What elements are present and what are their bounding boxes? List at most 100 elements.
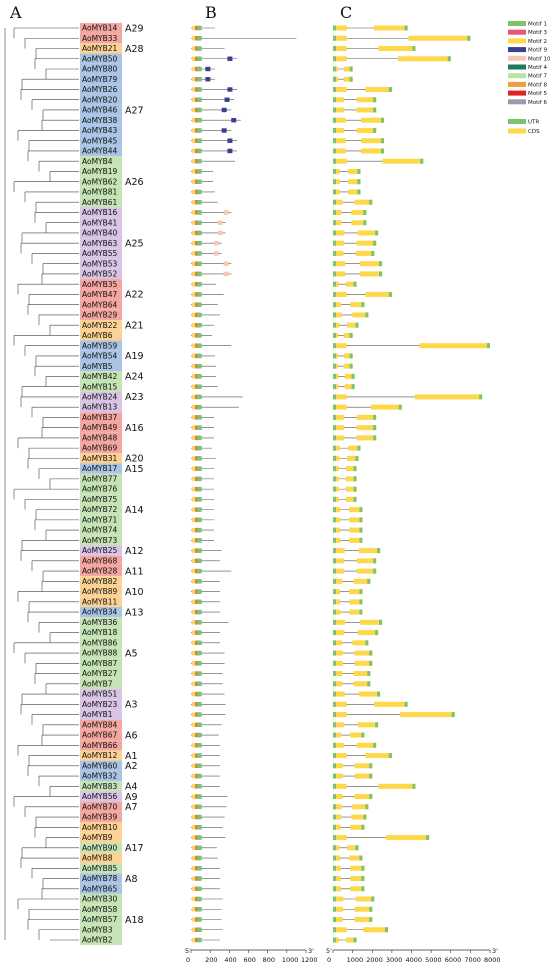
legend-swatch <box>508 29 526 35</box>
motif-box <box>196 927 202 932</box>
cds-box <box>349 589 363 595</box>
cds-box <box>349 609 363 615</box>
utr-box <box>357 445 361 451</box>
utr-box <box>333 261 336 267</box>
gene-label-bg <box>80 668 122 679</box>
utr-box <box>333 783 336 789</box>
cds-box <box>350 824 365 830</box>
utr-box <box>426 835 430 841</box>
utr-box <box>333 414 336 420</box>
motif-box <box>192 732 198 738</box>
motif-box <box>192 302 198 307</box>
cds-box <box>351 814 367 820</box>
motif-box <box>196 876 202 881</box>
gene-label-bg <box>80 535 122 546</box>
motif-box <box>192 210 198 215</box>
utr-box <box>361 824 365 830</box>
cds-box <box>361 148 385 154</box>
axis-c-end: 3' <box>492 947 498 955</box>
motif-box <box>192 404 198 410</box>
cds-box <box>333 630 345 636</box>
utr-box <box>333 527 336 533</box>
gene-label: AoMYB88 <box>82 649 118 658</box>
motif-box <box>192 609 198 615</box>
motif-box <box>196 281 202 287</box>
cds-box <box>333 722 345 728</box>
motif-box <box>196 353 202 359</box>
utr-box <box>333 650 336 656</box>
cds-box <box>345 486 357 492</box>
gene-label: AoMYB19 <box>82 167 118 176</box>
cds-box <box>333 845 340 851</box>
motif-box <box>196 538 202 543</box>
gene-label: AoMYB17 <box>82 464 118 473</box>
utr-box <box>379 261 383 267</box>
gene-label: AoMYB51 <box>82 690 118 699</box>
utr-box <box>367 671 371 677</box>
utr-box <box>359 507 363 513</box>
motif-box <box>196 681 202 687</box>
gene-label-bg <box>80 606 122 618</box>
cds-box <box>356 127 377 133</box>
motif-box <box>196 425 202 430</box>
utr-box <box>333 537 336 543</box>
gene-label: AoMYB30 <box>82 895 118 904</box>
motif-box <box>192 917 198 922</box>
motif-box <box>196 497 202 502</box>
motif-box <box>196 609 202 615</box>
motif-box <box>192 907 198 912</box>
motif-box <box>196 435 202 441</box>
gene-label: AoMYB44 <box>82 147 118 156</box>
motif-box <box>196 743 202 748</box>
gene-label-bg <box>80 719 122 730</box>
motif-box <box>192 681 198 687</box>
motif-box <box>221 128 227 133</box>
legend-label: Motif 7 <box>528 74 547 80</box>
utr-box <box>467 35 471 41</box>
utr-box <box>333 845 336 851</box>
motif-box <box>196 507 202 512</box>
cds-box <box>333 671 343 677</box>
gene-label: AoMYB53 <box>82 259 118 268</box>
utr-box <box>333 271 336 277</box>
gene-label: AoMYB22 <box>82 321 118 330</box>
motif-box <box>196 886 202 891</box>
motif-box <box>192 476 198 482</box>
legend-swatch <box>508 73 526 79</box>
cds-box <box>333 896 344 902</box>
axis-tick-label: 600 <box>244 956 256 964</box>
utr-box <box>365 312 369 318</box>
utr-box <box>333 363 336 369</box>
motif-box <box>192 220 198 225</box>
motif-box <box>196 271 202 277</box>
motif-box <box>192 497 198 502</box>
cds-box <box>333 209 342 215</box>
subgroup-label: A5 <box>125 648 138 659</box>
cds-box <box>345 281 357 287</box>
motif-box <box>196 251 202 256</box>
utr-box <box>333 281 336 287</box>
utr-box <box>333 906 336 912</box>
motif-box <box>196 220 202 225</box>
motif-box <box>196 107 202 113</box>
gene-label: AoMYB8 <box>82 854 113 863</box>
legend-swatch <box>508 47 526 53</box>
cds-box <box>333 35 347 41</box>
cds-box <box>333 97 344 103</box>
motif-box <box>196 415 202 420</box>
cds-box <box>333 107 344 113</box>
gene-label: AoMYB32 <box>82 772 118 781</box>
motif-box <box>196 712 202 717</box>
utr-box <box>388 86 392 92</box>
utr-box <box>333 927 336 933</box>
motif-box <box>192 671 198 676</box>
subgroup-label: A10 <box>125 587 144 598</box>
motif-box <box>192 240 198 246</box>
cds-box <box>333 179 340 185</box>
utr-box <box>333 917 336 923</box>
utr-box <box>367 681 371 687</box>
motif-box <box>192 87 198 92</box>
motif-box <box>192 568 198 574</box>
utr-box <box>333 168 336 174</box>
utr-box <box>333 742 336 748</box>
